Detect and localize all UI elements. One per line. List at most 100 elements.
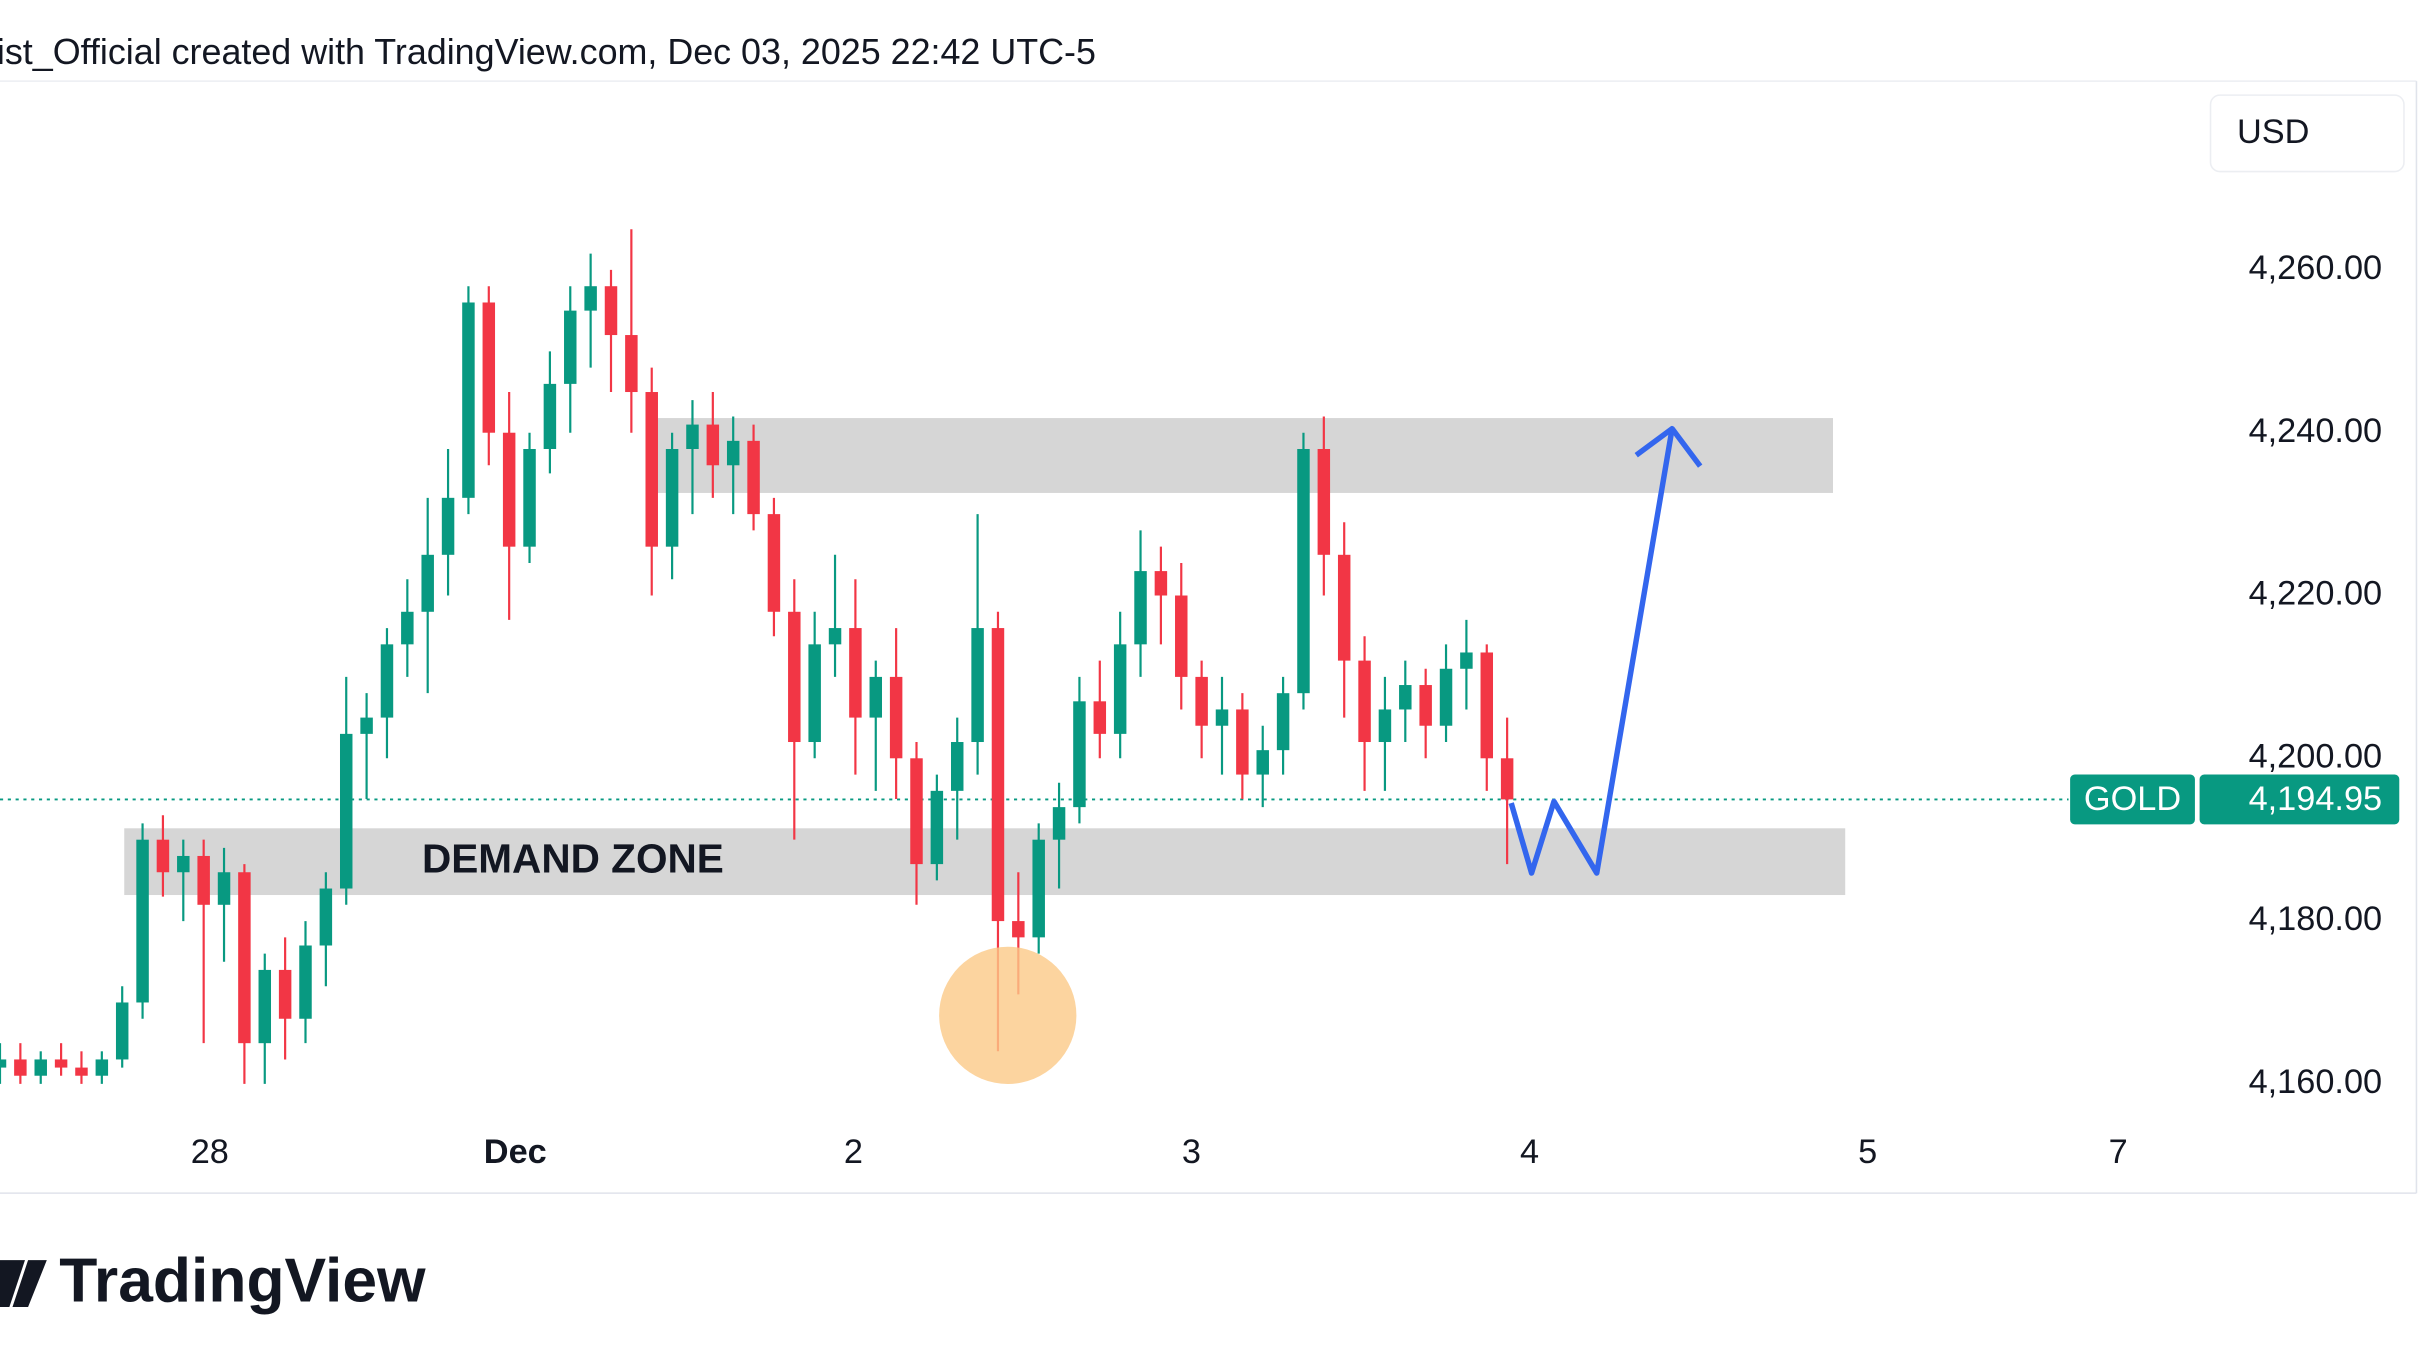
candle-body	[1399, 685, 1412, 710]
candle-body	[136, 839, 149, 1003]
symbol-name: GOLD	[2084, 780, 2181, 818]
price-tag	[2199, 774, 2400, 825]
candle-body	[238, 872, 251, 1044]
symbol-tag	[2070, 774, 2195, 825]
x-tick-label: 5	[1858, 1133, 1877, 1171]
candle-body	[1052, 807, 1066, 840]
candle-body	[889, 676, 903, 759]
candle-body	[543, 383, 557, 449]
y-tick-label: 4,200.00	[2249, 737, 2383, 775]
candle-body	[1378, 709, 1392, 743]
x-tick-label: 3	[1182, 1133, 1201, 1171]
y-tick-label: 4,240.00	[2249, 412, 2383, 450]
candle-body	[869, 676, 883, 718]
candle-body	[14, 1059, 27, 1076]
candle-body	[360, 717, 373, 734]
candle-body	[950, 742, 964, 791]
candle-body	[828, 628, 842, 645]
candle-body	[278, 969, 292, 1019]
candle-body	[1195, 676, 1208, 726]
x-tick-label: 7	[2109, 1133, 2128, 1171]
candle-body	[706, 424, 720, 466]
candle-body	[910, 758, 923, 865]
y-tick-label: 4,260.00	[2249, 249, 2383, 287]
candle-body	[991, 628, 1005, 922]
candle-body	[971, 628, 984, 743]
candle-body	[1093, 701, 1107, 734]
candle-body	[380, 644, 394, 718]
y-tick-label: 4,180.00	[2249, 900, 2383, 938]
zone	[124, 828, 1846, 896]
candle-body	[1337, 554, 1351, 661]
candle-body	[95, 1059, 109, 1076]
x-tick-label: 28	[191, 1133, 229, 1171]
candle-body	[1175, 595, 1188, 677]
candle-body	[665, 448, 679, 547]
candle-body	[1073, 701, 1086, 808]
candle-body	[808, 644, 821, 743]
candle-body	[258, 969, 272, 1044]
candle-body	[523, 448, 536, 547]
y-tick-label: 4,160.00	[2249, 1063, 2383, 1101]
candle-body	[1256, 750, 1269, 775]
candle-body	[1419, 685, 1432, 726]
zone-label: DEMAND ZONE	[422, 835, 724, 881]
candle-body	[1113, 644, 1127, 734]
candle-body	[1460, 652, 1473, 669]
candle-body	[299, 945, 312, 1019]
header: ist_Official created with TradingView.co…	[0, 32, 1096, 72]
candle-body	[726, 440, 740, 466]
candle-body	[564, 310, 577, 384]
candle-body	[930, 790, 944, 865]
plot: 4,160.00 4,180.00 4,200.00 4,220.00 4,240.00…	[0, 229, 2382, 1171]
candle-body	[747, 440, 760, 515]
candle-body	[319, 888, 333, 946]
candle-body	[401, 611, 414, 645]
candle-body	[1297, 448, 1310, 694]
candle-body	[197, 855, 210, 905]
candle-body	[1480, 652, 1494, 759]
candle-body	[1276, 693, 1290, 751]
price-tag-label: 4,194.95	[2249, 780, 2383, 818]
currency: USD	[2237, 113, 2309, 151]
candle-body	[604, 286, 618, 336]
candle-body	[0, 1059, 7, 1068]
candle-body	[54, 1059, 68, 1068]
highlight-circle	[939, 946, 1077, 1084]
candle-body	[767, 514, 781, 612]
x-tick-label: 4	[1520, 1133, 1539, 1171]
currency-box[interactable]	[2209, 94, 2405, 173]
logo-text: TradingView	[59, 1247, 426, 1316]
candle-body	[75, 1067, 88, 1076]
candle-body	[441, 497, 455, 555]
logo: TradingView	[0, 1247, 426, 1316]
candle-body	[584, 286, 597, 311]
candle-body	[1439, 668, 1453, 726]
projection-arrowhead	[1634, 425, 1703, 468]
candle-body	[1012, 921, 1025, 938]
candle-body	[788, 611, 801, 743]
candle-body	[1134, 571, 1147, 645]
candle-body	[1236, 709, 1249, 775]
logo-icon	[0, 1260, 47, 1307]
candle-body	[502, 432, 516, 547]
candle-body	[1500, 758, 1514, 800]
candle-body	[1358, 660, 1371, 743]
candle-body	[645, 392, 658, 547]
candle-body	[156, 839, 170, 873]
candle-body	[1215, 709, 1229, 726]
candle-body	[625, 335, 638, 393]
candle-body	[1032, 839, 1045, 938]
candle-body	[177, 855, 190, 873]
candle-body	[339, 733, 353, 889]
candle-body	[421, 554, 434, 612]
candle-body	[686, 424, 699, 449]
candle-body	[1317, 448, 1331, 555]
projection-path	[1508, 428, 1675, 876]
y-tick-label: 4,220.00	[2249, 575, 2383, 613]
candle-body	[462, 302, 475, 498]
candle-body	[34, 1059, 47, 1076]
candle-body	[1154, 571, 1168, 596]
x-tick-label: Dec	[484, 1133, 547, 1171]
